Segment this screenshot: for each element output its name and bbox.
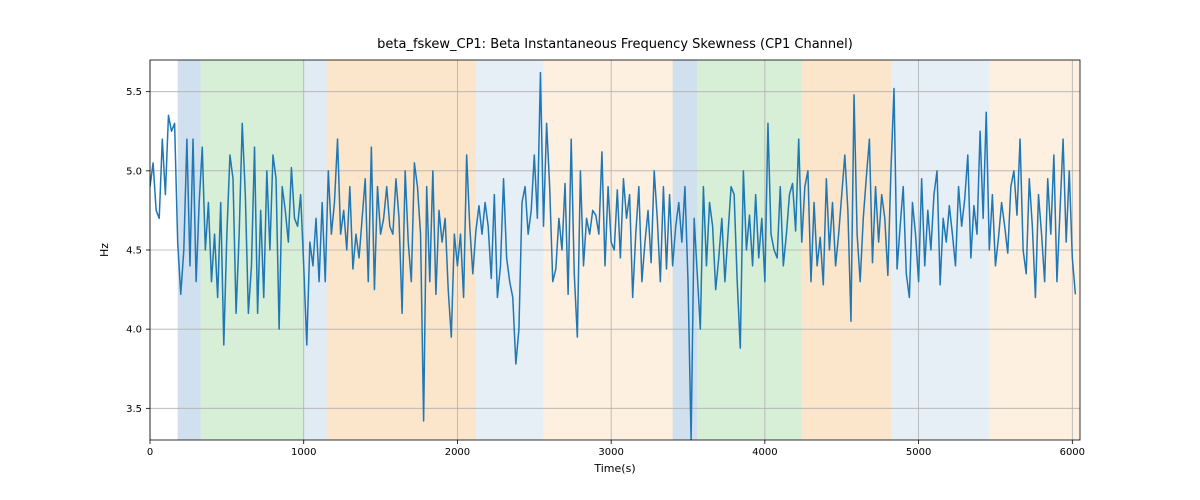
y-tick-label: 4.0 (126, 325, 142, 336)
y-tick-label: 5.5 (126, 87, 142, 98)
y-tick-label: 5.0 (126, 166, 142, 177)
x-tick-label: 3000 (598, 447, 623, 458)
line-chart: 0 1000 2000 3000 4000 5000 6000 3.5 4.0 4.5 5.0 5.5… (0, 0, 1200, 500)
x-tick-label: 5000 (906, 447, 931, 458)
y-tick-label: 4.5 (126, 246, 142, 257)
x-axis-label: Time(s) (593, 462, 635, 475)
chart-container: 0 1000 2000 3000 4000 5000 6000 3.5 4.0 4.5 5.0 5.5… (0, 0, 1200, 500)
x-tick-label: 4000 (752, 447, 777, 458)
x-tick-label: 6000 (1060, 447, 1085, 458)
y-tick-label: 3.5 (126, 404, 142, 415)
y-axis-label: Hz (98, 243, 111, 257)
x-tick-label: 0 (147, 447, 153, 458)
x-tick-label: 1000 (291, 447, 316, 458)
x-tick-label: 2000 (445, 447, 470, 458)
chart-title: beta_fskew_CP1: Beta Instantaneous Frequ… (377, 37, 853, 52)
